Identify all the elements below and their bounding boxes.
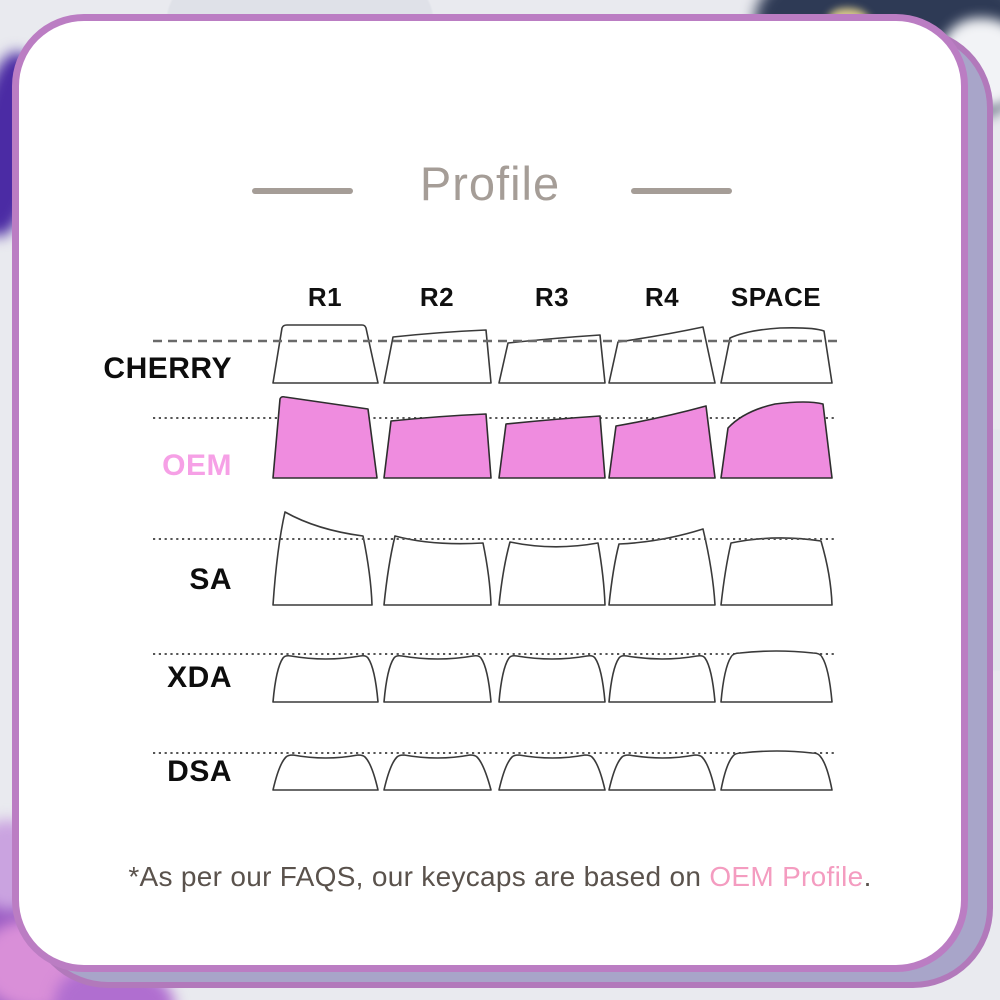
keycap-dsa-r1 <box>272 754 379 791</box>
keycap-cherry-space <box>720 327 833 384</box>
keycap-xda-r4 <box>608 654 716 703</box>
xda-keycap-shapes <box>153 650 837 703</box>
row-label-oem: OEM <box>162 449 232 482</box>
keycap-dsa-r3 <box>498 754 606 791</box>
column-header-r3: R3 <box>534 282 570 312</box>
keycap-xda-space <box>720 650 833 703</box>
keycap-dsa-space <box>720 750 833 791</box>
oem-keycap-shapes <box>153 395 837 479</box>
row-label-xda: XDA <box>167 661 232 694</box>
keycap-oem-r3 <box>498 415 606 479</box>
row-label-dsa: DSA <box>167 755 232 788</box>
keycap-sa-r3 <box>498 541 606 606</box>
title-dash-right <box>631 188 732 194</box>
keycap-cherry-r2 <box>383 329 492 384</box>
keycap-xda-r2 <box>383 654 492 703</box>
keycap-oem-r1 <box>272 395 378 479</box>
column-headers: R1 R2 R3 R4 SPACE <box>150 282 840 312</box>
column-header-r4: R4 <box>644 282 680 312</box>
keycap-oem-space <box>720 401 833 479</box>
keycap-sa-r4 <box>608 528 716 606</box>
footnote-text: *As per our FAQS, our keycaps are based … <box>128 861 710 892</box>
keycap-dsa-r2 <box>383 754 492 791</box>
column-header-space: SPACE <box>730 282 822 312</box>
keycap-cherry-r1 <box>272 324 379 384</box>
keycap-xda-r1 <box>272 654 379 703</box>
title-dash-left <box>252 188 353 194</box>
footnote-highlight: OEM Profile <box>709 861 864 892</box>
dsa-keycap-shapes <box>153 750 837 791</box>
keycap-sa-r2 <box>383 535 492 606</box>
keycap-cherry-r4 <box>608 326 716 384</box>
footnote-period: . <box>863 861 872 892</box>
row-label-sa: SA <box>189 563 232 596</box>
keycap-oem-r2 <box>383 413 492 479</box>
profile-card <box>12 14 968 972</box>
page-title: Profile <box>419 157 561 210</box>
sa-keycap-shapes <box>153 511 837 606</box>
keycap-sa-r1 <box>272 511 373 606</box>
keycap-dsa-r4 <box>608 754 716 791</box>
keycap-oem-r4 <box>608 405 716 479</box>
keycap-xda-r3 <box>498 654 606 703</box>
footnote: *As per our FAQS, our keycaps are based … <box>0 861 1000 893</box>
cherry-keycap-shapes <box>153 324 837 384</box>
column-header-r2: R2 <box>419 282 455 312</box>
column-header-r1: R1 <box>307 282 343 312</box>
keycap-sa-space <box>720 537 833 606</box>
keycap-cherry-r3 <box>498 334 606 384</box>
row-label-cherry: CHERRY <box>103 352 232 385</box>
